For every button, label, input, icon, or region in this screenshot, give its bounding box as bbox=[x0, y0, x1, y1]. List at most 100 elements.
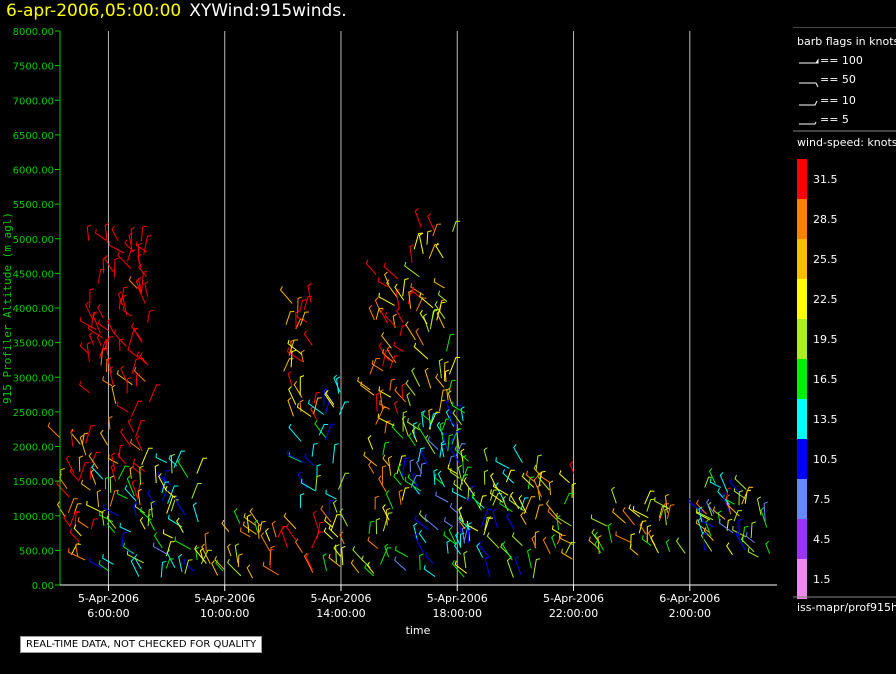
wind-barb bbox=[745, 532, 755, 543]
wind-barb bbox=[732, 526, 747, 538]
wind-barb bbox=[386, 346, 397, 364]
wind-barb bbox=[117, 251, 132, 269]
wind-barb bbox=[135, 420, 146, 438]
wind-barb bbox=[174, 536, 192, 550]
y-tick-label-8: 4000.00 bbox=[13, 304, 54, 315]
wind-barb bbox=[102, 554, 114, 565]
wind-barb bbox=[447, 464, 458, 475]
wind-barb bbox=[120, 286, 128, 304]
wind-barb bbox=[178, 553, 183, 573]
wind-barb bbox=[551, 525, 563, 536]
wind-barb bbox=[336, 376, 341, 394]
barb-legend-title: barb flags in knots bbox=[797, 35, 896, 48]
wind-barb bbox=[435, 491, 449, 503]
wind-barb bbox=[367, 536, 379, 549]
wind-barb bbox=[108, 416, 113, 430]
wind-barb bbox=[404, 261, 420, 278]
wind-barb bbox=[102, 376, 113, 387]
wind-barb bbox=[434, 301, 446, 320]
flag-50-icon bbox=[799, 82, 819, 88]
wind-barb bbox=[116, 489, 128, 499]
wind-barb bbox=[628, 504, 641, 518]
wind-barb bbox=[341, 545, 346, 566]
wind-barb bbox=[508, 495, 525, 512]
legend-panel: barb flags in knots == 100 == 50 == 10 =… bbox=[793, 27, 896, 625]
wind-barb bbox=[719, 472, 729, 493]
wind-barb bbox=[405, 379, 416, 396]
wind-barb bbox=[89, 557, 104, 569]
wind-barb bbox=[116, 401, 129, 413]
wind-barb bbox=[484, 556, 491, 578]
wind-barb bbox=[449, 467, 460, 479]
wind-barb bbox=[449, 502, 459, 514]
wind-barb bbox=[402, 278, 409, 297]
wind-barb bbox=[257, 523, 263, 539]
wind-barb bbox=[644, 490, 655, 505]
y-tick-label-12: 6000.00 bbox=[13, 166, 54, 177]
y-tick-label-10: 5000.00 bbox=[13, 235, 54, 246]
wind-barb bbox=[141, 447, 153, 465]
y-tick-label-1: 500.00 bbox=[19, 546, 54, 557]
wind-barb bbox=[726, 542, 734, 556]
wind-barb bbox=[423, 313, 430, 333]
wind-barb bbox=[96, 489, 102, 507]
wind-barb bbox=[556, 513, 572, 527]
wind-barb bbox=[177, 458, 189, 478]
wind-barb bbox=[158, 473, 168, 492]
wind-barb bbox=[320, 505, 332, 523]
wind-barb bbox=[111, 384, 117, 404]
barb-entry-10: == 10 bbox=[799, 94, 856, 107]
wind-barb bbox=[709, 478, 722, 489]
wind-barb bbox=[417, 422, 428, 442]
wind-barb bbox=[395, 288, 400, 310]
wind-barb bbox=[418, 529, 427, 544]
wind-barb bbox=[382, 512, 393, 532]
wind-barb bbox=[492, 482, 509, 496]
wind-barb bbox=[733, 486, 747, 500]
wind-barb bbox=[536, 472, 550, 491]
x-tick-date-3: 5-Apr-2006 bbox=[427, 592, 488, 605]
wind-barb bbox=[439, 443, 447, 458]
wind-barb bbox=[708, 467, 716, 484]
wind-barb bbox=[123, 542, 135, 555]
wind-barb bbox=[377, 413, 395, 427]
wind-barb bbox=[422, 411, 433, 423]
colorbar-swatch-4 bbox=[797, 319, 807, 359]
wind-barb bbox=[442, 418, 451, 431]
y-tick-label-0: 0.00 bbox=[32, 581, 54, 592]
wind-barb bbox=[747, 547, 759, 558]
wind-barb bbox=[68, 548, 86, 561]
colorbar-label-5: 16.5 bbox=[813, 373, 838, 386]
wind-barb bbox=[166, 495, 177, 514]
wind-barb bbox=[520, 511, 527, 525]
wind-barb bbox=[137, 488, 142, 505]
wind-barb bbox=[396, 307, 404, 323]
wind-barb bbox=[385, 507, 391, 526]
wind-barb bbox=[478, 541, 491, 559]
wind-barb bbox=[102, 503, 119, 517]
wind-barb bbox=[447, 434, 454, 452]
wind-barb bbox=[283, 512, 297, 530]
wind-barb bbox=[299, 299, 307, 312]
wind-barb bbox=[139, 507, 152, 521]
x-tick-date-4: 5-Apr-2006 bbox=[543, 592, 604, 605]
wind-barb bbox=[378, 292, 395, 306]
wind-barb bbox=[324, 423, 336, 441]
wind-barb bbox=[117, 465, 130, 480]
wind-barb bbox=[287, 371, 293, 387]
barb-5-icon bbox=[799, 121, 817, 125]
wind-barb bbox=[288, 452, 302, 463]
wind-barb bbox=[124, 239, 135, 253]
wind-barb bbox=[160, 560, 167, 578]
wind-barb bbox=[408, 432, 416, 447]
wind-barb bbox=[295, 310, 300, 329]
wind-barb bbox=[305, 553, 313, 570]
wind-barb bbox=[471, 492, 482, 511]
wind-barb bbox=[414, 208, 422, 228]
wind-barb bbox=[294, 538, 303, 554]
y-tick-label-14: 7000.00 bbox=[13, 96, 54, 107]
wind-barb bbox=[322, 553, 327, 572]
wind-barb bbox=[313, 397, 322, 415]
wind-barb bbox=[413, 232, 423, 250]
wind-barb bbox=[458, 518, 463, 534]
